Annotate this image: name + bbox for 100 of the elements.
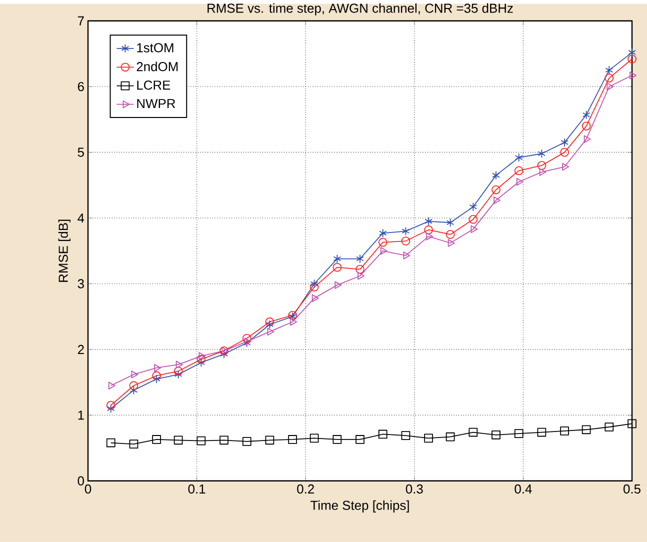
point xyxy=(358,272,364,280)
legend-label: LCRE xyxy=(137,80,170,90)
point xyxy=(265,317,274,326)
x-tick-label: 0.3 xyxy=(406,484,423,494)
point xyxy=(560,148,569,157)
point xyxy=(129,440,138,449)
point xyxy=(604,422,614,432)
point xyxy=(380,247,388,255)
point xyxy=(334,281,342,290)
point xyxy=(378,228,387,238)
point xyxy=(401,431,410,440)
point xyxy=(196,436,206,446)
point xyxy=(492,185,500,194)
y-tick-label: 3 xyxy=(78,279,84,288)
point xyxy=(154,364,161,372)
point xyxy=(468,428,478,437)
point xyxy=(174,436,183,445)
point xyxy=(174,366,183,376)
point xyxy=(174,370,182,379)
point xyxy=(332,435,342,444)
point xyxy=(468,214,478,224)
point xyxy=(312,294,319,302)
point xyxy=(242,437,252,446)
point xyxy=(288,435,297,444)
point xyxy=(582,110,590,120)
point xyxy=(560,426,569,436)
point xyxy=(628,419,636,428)
point xyxy=(628,54,636,64)
point xyxy=(310,434,319,443)
y-tick-label: 2 xyxy=(78,344,84,354)
point xyxy=(106,404,115,414)
point xyxy=(424,225,433,234)
point xyxy=(332,262,342,272)
point xyxy=(220,436,228,445)
point xyxy=(628,48,636,57)
point xyxy=(106,400,116,410)
y-tick-label: 6 xyxy=(78,82,84,92)
point xyxy=(424,434,433,443)
point xyxy=(356,264,364,274)
point xyxy=(152,374,160,384)
point xyxy=(266,320,274,329)
y-tick-label: 5 xyxy=(78,148,84,157)
point xyxy=(584,135,591,144)
point xyxy=(604,74,614,83)
point xyxy=(378,238,388,247)
point xyxy=(242,334,252,343)
point xyxy=(605,66,614,75)
point xyxy=(129,381,138,390)
legend-label: NWPR xyxy=(137,99,176,108)
point xyxy=(356,254,364,264)
x-tick-label: 0.2 xyxy=(297,484,314,494)
point xyxy=(562,162,569,171)
point xyxy=(290,318,297,326)
x-tick-label: 0.1 xyxy=(188,484,206,494)
point xyxy=(403,252,410,260)
point xyxy=(265,436,274,445)
point xyxy=(514,153,523,162)
point xyxy=(176,360,183,369)
x-tick-label: 0 xyxy=(84,484,92,494)
y-tick-label: 1 xyxy=(78,410,84,420)
point xyxy=(310,282,319,292)
point xyxy=(152,371,161,380)
legend-label: 2ndOM xyxy=(136,62,178,72)
point xyxy=(108,382,116,390)
point xyxy=(606,82,614,91)
point xyxy=(131,370,138,378)
point xyxy=(198,352,206,360)
y-tick-label: 0 xyxy=(78,476,84,486)
point xyxy=(424,216,432,226)
point xyxy=(197,358,206,368)
x-axis-title: Time Step [chips] xyxy=(310,500,409,513)
point xyxy=(446,230,455,239)
chart-title: RMSE vs. time step, AWGN channel, CNR =35 dBHz xyxy=(208,3,513,16)
point xyxy=(514,166,524,176)
point xyxy=(469,202,478,212)
point xyxy=(356,435,364,444)
point xyxy=(130,386,138,395)
point xyxy=(446,218,454,228)
point xyxy=(470,225,478,234)
point xyxy=(220,350,228,359)
point xyxy=(196,354,206,364)
point xyxy=(539,168,546,176)
point xyxy=(514,429,524,438)
y-tick-label: 7 xyxy=(78,16,84,26)
point xyxy=(582,122,591,131)
point xyxy=(492,170,500,180)
y-axis-title: RMSE [dB] xyxy=(58,220,70,282)
point xyxy=(402,226,410,236)
point xyxy=(537,161,546,170)
point xyxy=(310,279,318,288)
point xyxy=(446,432,455,442)
point xyxy=(560,138,568,147)
y-tick-label: 4 xyxy=(78,214,84,223)
x-tick-label: 0.5 xyxy=(624,484,640,494)
point xyxy=(378,430,388,439)
point xyxy=(448,239,455,247)
legend-label: 1stOM xyxy=(137,43,174,52)
point xyxy=(267,328,274,336)
point xyxy=(582,425,591,434)
point xyxy=(492,430,500,440)
